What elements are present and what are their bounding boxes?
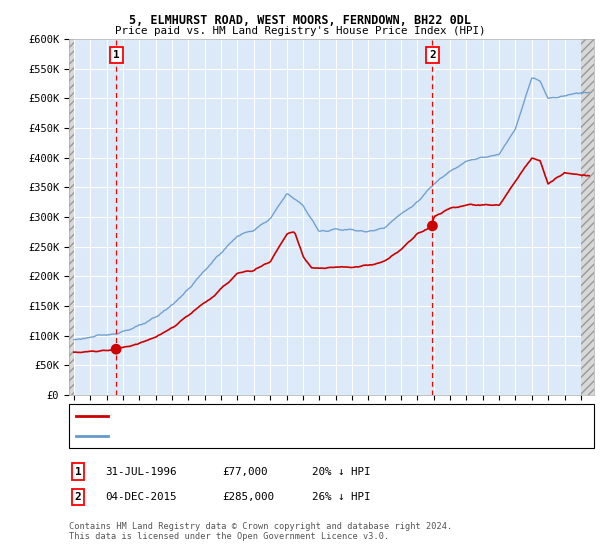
Text: £285,000: £285,000 (222, 492, 274, 502)
Text: 1: 1 (113, 50, 119, 60)
Text: 04-DEC-2015: 04-DEC-2015 (105, 492, 176, 502)
Bar (581, 39, 594, 395)
Text: Price paid vs. HM Land Registry's House Price Index (HPI): Price paid vs. HM Land Registry's House … (115, 26, 485, 36)
Text: 1: 1 (74, 466, 82, 477)
Text: 20% ↓ HPI: 20% ↓ HPI (312, 466, 371, 477)
Point (428, 221, 437, 230)
Text: HPI: Average price, detached house, Dorset: HPI: Average price, detached house, Dors… (114, 431, 361, 441)
Text: 26% ↓ HPI: 26% ↓ HPI (312, 492, 371, 502)
Text: 2: 2 (429, 50, 436, 60)
Text: Contains HM Land Registry data © Crown copyright and database right 2024.
This d: Contains HM Land Registry data © Crown c… (69, 522, 452, 542)
Bar (69, 39, 74, 395)
Text: 2: 2 (74, 492, 82, 502)
Text: 5, ELMHURST ROAD, WEST MOORS, FERNDOWN, BH22 0DL: 5, ELMHURST ROAD, WEST MOORS, FERNDOWN, … (129, 14, 471, 27)
Text: £77,000: £77,000 (222, 466, 268, 477)
Text: 31-JUL-1996: 31-JUL-1996 (105, 466, 176, 477)
Text: 5, ELMHURST ROAD, WEST MOORS, FERNDOWN, BH22 0DL (detached house): 5, ELMHURST ROAD, WEST MOORS, FERNDOWN, … (114, 411, 496, 421)
Point (112, 345, 121, 354)
